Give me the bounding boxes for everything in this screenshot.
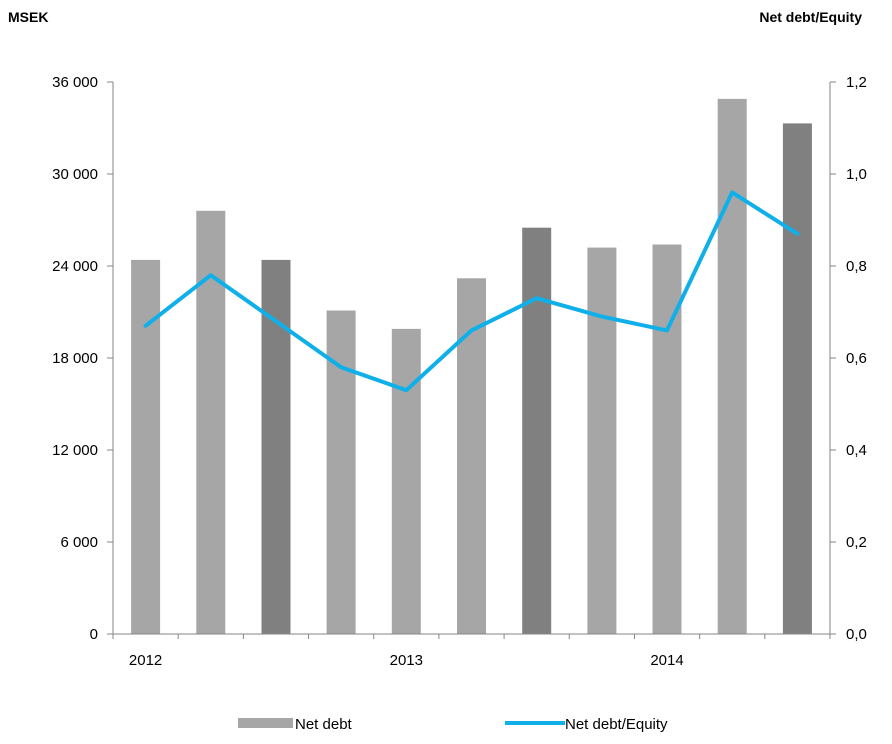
y-right-tick-label: 1,2 [846,74,867,91]
y-right-tick-label: 0,4 [846,442,867,459]
line-layer [143,190,800,393]
x-tick-label: 2012 [129,652,162,669]
y-right-tick-label: 0,6 [846,350,867,367]
bars-layer [131,98,812,635]
bar-10 [782,123,812,635]
bar-8 [652,244,682,634]
legend-net-debt-label: Net debt [295,716,353,733]
legend-net-debt-swatch [238,718,293,728]
bar-7 [587,247,617,634]
y-right-tick-label: 0,8 [846,258,867,275]
bar-0 [131,259,161,634]
bar-9 [717,98,747,634]
bar-6 [522,227,552,634]
y-left-tick-label: 30 000 [52,166,98,183]
y-right-axis-title: Net debt/Equity [759,9,862,25]
y-left-tick-label: 18 000 [52,350,98,367]
x-tick-label: 2013 [390,652,423,669]
y-left-tick-label: 24 000 [52,258,98,275]
y-left-tick-label: 0 [90,626,98,643]
y-left-tick-label: 12 000 [52,442,98,459]
y-right-tick-label: 0,0 [846,626,867,643]
bar-3 [326,310,356,634]
y-left-tick-label: 36 000 [52,74,98,91]
y-right-tick-label: 0,2 [846,534,867,551]
legend: Net debt Net debt/Equity [238,716,668,733]
bar-4 [391,328,421,634]
legend-net-debt-equity-label: Net debt/Equity [565,716,668,733]
y-left-tick-label: 6 000 [60,534,98,551]
axes-layer: 0 6 000 12 000 18 000 24 000 30 000 36 000 0,0 0… [52,74,867,669]
x-tick-label: 2014 [650,652,683,669]
y-right-tick-label: 1,0 [846,166,867,183]
y-left-axis-title: MSEK [8,9,48,25]
net-debt-equity-line [143,190,800,393]
